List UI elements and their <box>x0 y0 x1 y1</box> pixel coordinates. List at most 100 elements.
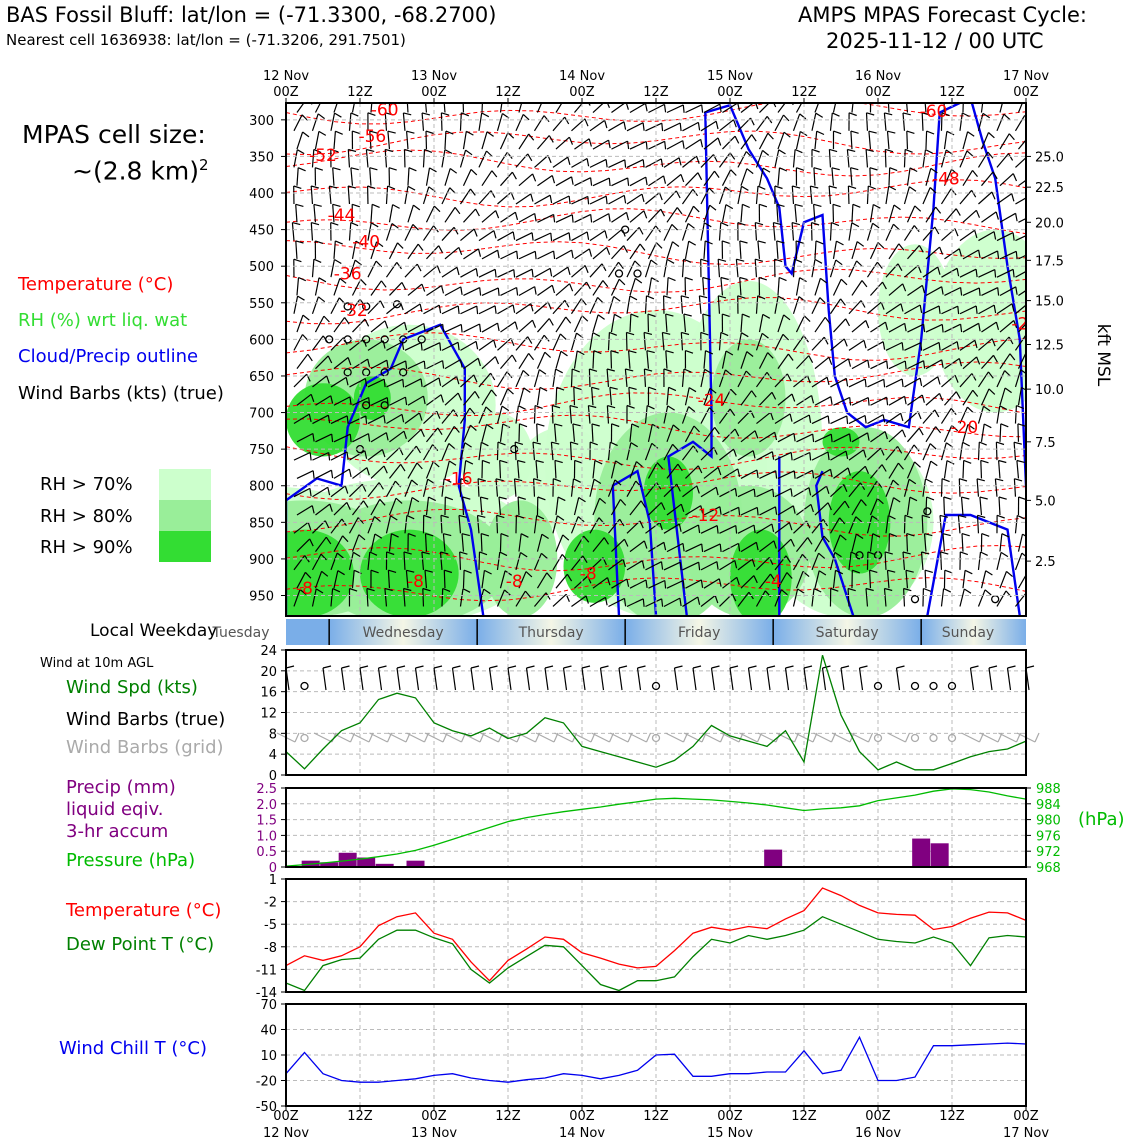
wind-barb-flag <box>700 579 704 588</box>
wind-barb-flag <box>900 303 904 312</box>
wind-barb-flag <box>591 386 600 390</box>
wind-barb <box>888 360 906 370</box>
wind-barb <box>703 427 716 443</box>
wind-barb <box>573 315 583 333</box>
wind-barb <box>777 470 795 479</box>
wind-barb <box>607 518 621 534</box>
wind-barb <box>980 132 990 150</box>
wind-barb-flag <box>371 203 380 208</box>
wind-barb-flag <box>364 450 368 459</box>
wind-barb-flag <box>618 278 626 286</box>
wind-barb <box>315 433 332 443</box>
wind-barb-flag <box>715 487 719 496</box>
wind-barb-flag <box>661 123 664 132</box>
wind-barb-flag <box>298 276 307 282</box>
wind-barb-flag <box>358 534 366 541</box>
wind-barb-flag <box>954 228 959 237</box>
wind-barb <box>923 533 927 552</box>
wind-barb <box>995 442 998 461</box>
wind-barb <box>996 153 1009 168</box>
wind-barb-flag <box>1027 573 1032 579</box>
wind-barb-true-flag <box>859 665 868 669</box>
wind-barb-flag <box>611 423 620 428</box>
wind-barb <box>684 241 690 259</box>
wind-barb <box>481 210 497 223</box>
wind-barb <box>759 391 773 406</box>
wind-barb-flag <box>844 500 850 509</box>
wind-barb-true-flag <box>470 665 480 669</box>
wind-barb-flag <box>514 478 523 482</box>
wind-barb <box>330 112 336 131</box>
wind-barb-flag <box>718 578 722 587</box>
wind-barb-flag <box>295 203 304 207</box>
wind-barb-flag <box>411 496 420 503</box>
wind-barb <box>980 570 987 589</box>
wind-barb-flag <box>548 135 554 143</box>
wind-barb-flag <box>958 514 967 518</box>
wind-barb <box>384 149 388 168</box>
wind-barb-flag <box>464 442 472 448</box>
wind-barb-flag <box>941 359 944 368</box>
wind-barb <box>481 389 492 406</box>
wind-barb-flag <box>960 551 969 556</box>
legend-rh70-swatch <box>159 469 211 500</box>
wind-barb <box>888 462 899 479</box>
wind-speed-line <box>285 655 1027 771</box>
wind-barb-flag <box>614 479 622 486</box>
wind-barb <box>978 338 993 351</box>
wind-barb <box>703 506 721 516</box>
wind-barb-flag <box>571 176 574 185</box>
wind-barb-true-flag <box>452 665 461 669</box>
wind-barb-flag <box>937 266 941 275</box>
wind-barb <box>944 391 957 406</box>
wind-barb-flag <box>835 569 844 575</box>
wind-barb <box>830 338 845 351</box>
wind-barb-flag <box>571 214 574 223</box>
wind-barb-flag <box>481 112 490 118</box>
wind-barb <box>626 520 641 534</box>
wind-barb <box>460 228 475 242</box>
wind-barb <box>645 192 660 205</box>
wind-barb-flag <box>626 404 635 409</box>
wind-barb-flag <box>978 249 981 259</box>
wind-barb-flag <box>481 441 489 447</box>
weekday-name: Tuesday <box>212 625 270 641</box>
wind-barb-flag <box>665 313 674 317</box>
wind-barb <box>999 250 1017 260</box>
wind-barb-flag <box>401 282 407 290</box>
wind-barb-flag <box>439 342 442 351</box>
wind-barb <box>514 442 517 461</box>
wind-barb <box>922 266 939 278</box>
wind-barb-flag <box>463 95 471 97</box>
wind-barb-true <box>433 667 438 691</box>
wind-barb-flag <box>783 114 790 122</box>
wind-barb <box>552 195 570 205</box>
wind-barb <box>407 283 423 296</box>
wind-barb-flag <box>756 507 759 516</box>
wind-barb-flag <box>606 368 615 372</box>
wind-barb-flag <box>972 389 979 397</box>
wind-barb-flag <box>317 113 325 120</box>
wind-barb-grid <box>683 732 703 743</box>
wind-barb <box>850 167 853 186</box>
wind-barb-flag <box>782 333 790 341</box>
wind-barb-flag <box>545 592 551 600</box>
wind-barb-flag <box>790 452 793 461</box>
wind-barb-flag <box>628 350 637 354</box>
wind-barb <box>296 505 313 516</box>
wind-barb-flag <box>486 150 493 157</box>
wind-barb-flag <box>334 258 342 265</box>
wind-barb <box>851 397 869 406</box>
wind-barb <box>702 277 705 296</box>
wind-barb <box>386 302 401 315</box>
wind-barb-flag <box>479 551 488 556</box>
wind-barb-flag <box>840 298 846 306</box>
wind-barb-flag <box>761 332 769 339</box>
wind-barb <box>422 186 430 205</box>
wind-barb <box>720 277 724 296</box>
wind-barb-flag <box>680 174 685 183</box>
wind-barb <box>311 113 319 132</box>
wind-barb <box>629 579 647 589</box>
cell-size-value: ~(2.8 km)2 <box>72 156 209 186</box>
